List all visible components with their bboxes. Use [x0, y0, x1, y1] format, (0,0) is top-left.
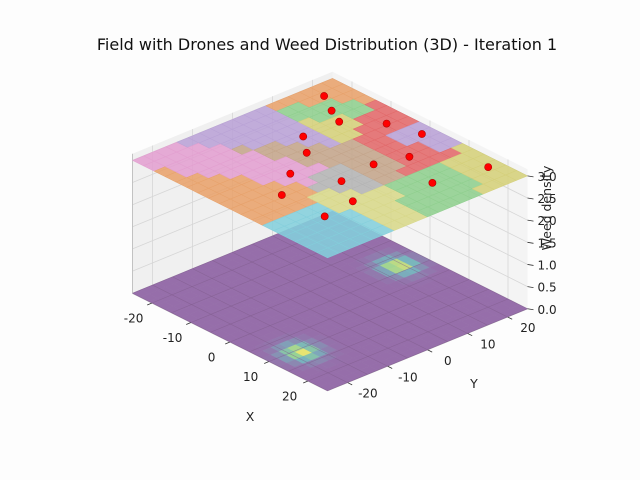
surface-mesh-line	[249, 269, 450, 353]
surface-mesh-line	[252, 243, 448, 342]
drone-marker	[382, 119, 391, 128]
z-tick	[527, 197, 534, 200]
z-tick	[527, 264, 534, 266]
drone-marker	[335, 117, 344, 126]
surface-mesh-line	[272, 235, 468, 334]
surface-mesh-line	[288, 288, 489, 372]
surface-mesh-line	[268, 279, 470, 362]
y-tick-label: 20	[520, 321, 535, 335]
y-tick	[427, 349, 433, 353]
drone-marker	[337, 177, 346, 185]
z-tick	[527, 219, 534, 222]
y-axis-label: Y	[469, 376, 478, 391]
y-tick-label: -20	[358, 387, 378, 401]
drone-marker	[405, 152, 414, 161]
z-tick-label: 2.0	[538, 214, 557, 228]
drone-plane	[131, 78, 529, 259]
y-tick-label: -10	[398, 370, 418, 384]
y-tick	[387, 365, 393, 369]
y-tick	[347, 382, 353, 386]
z-tick	[527, 286, 534, 288]
z-tick-label: 0.5	[538, 281, 557, 295]
surface-mesh-line	[327, 308, 528, 392]
drone-marker	[484, 163, 493, 171]
drone-marker	[277, 191, 286, 199]
z-tick	[527, 241, 534, 244]
z-axis-label: Weed density	[539, 165, 554, 250]
drone-marker	[327, 106, 336, 115]
drone-marker	[320, 92, 328, 100]
x-tick-label: 0	[208, 351, 216, 365]
z-tick	[527, 175, 534, 178]
z-tick-label: 1.0	[538, 258, 557, 272]
x-tick	[186, 322, 192, 325]
drone-markers	[277, 92, 493, 221]
x-axis-label: X	[246, 409, 255, 424]
y-tick	[467, 332, 473, 337]
x-tick-label: 20	[282, 390, 297, 404]
x-tick-label: 10	[243, 370, 258, 384]
x-tick	[264, 361, 270, 364]
drone-marker	[348, 197, 357, 206]
surface-mesh-line	[307, 298, 509, 382]
z-tick-label: 2.5	[538, 192, 557, 206]
plane-region	[504, 170, 529, 181]
surface-mesh-line	[232, 251, 428, 351]
drone-marker	[299, 132, 308, 141]
x-tick	[303, 380, 309, 384]
z-tick-label: 0.0	[538, 303, 557, 317]
y-tick-label: 0	[444, 354, 452, 368]
x-tick	[225, 341, 231, 345]
x-tick	[147, 302, 153, 306]
x-tick-label: -20	[124, 312, 144, 326]
drone-marker	[428, 178, 437, 187]
drone-marker	[286, 169, 295, 178]
drone-marker	[417, 130, 426, 138]
drone-marker	[320, 212, 329, 221]
x-tick-label: -10	[163, 331, 183, 345]
z-tick-label: 3.0	[538, 170, 557, 184]
z-tick-label: 1.5	[538, 236, 557, 250]
chart-title: Field with Drones and Weed Distribution …	[97, 35, 557, 54]
drone-marker	[369, 160, 378, 169]
y-tick	[507, 316, 513, 320]
drone-marker	[302, 148, 311, 157]
y-tick-label: 10	[480, 338, 495, 352]
z-tick	[527, 308, 534, 311]
